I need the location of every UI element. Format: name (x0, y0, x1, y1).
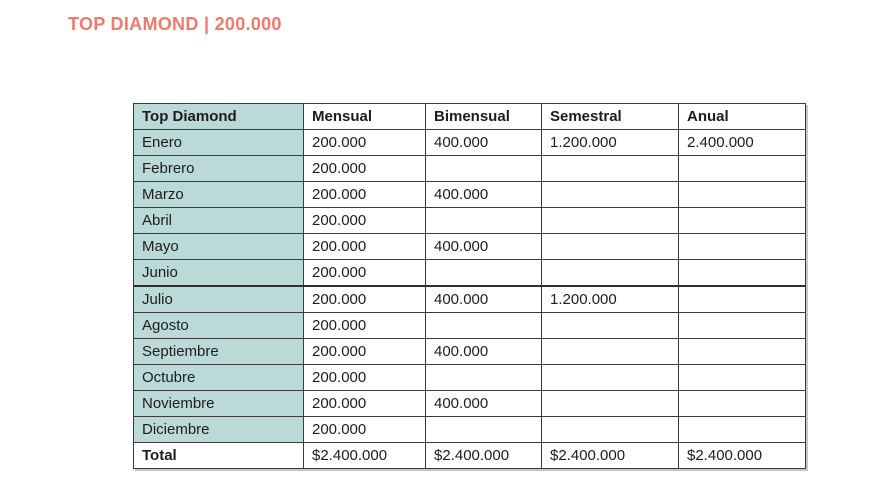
value-cell (541, 416, 679, 443)
row-label: Octubre (133, 364, 304, 391)
value-cell (541, 364, 679, 391)
value-cell: 1.200.000 (541, 129, 679, 156)
value-cell (678, 155, 806, 182)
table-row: Julio 200.000 400.000 1.200.000 (133, 285, 806, 313)
table-row: Marzo 200.000 400.000 (133, 181, 806, 208)
table-row: Enero 200.000 400.000 1.200.000 2.400.000 (133, 129, 806, 156)
value-cell (678, 285, 806, 313)
table-row: Mayo 200.000 400.000 (133, 233, 806, 260)
total-value-cell: $2.400.000 (678, 442, 806, 469)
value-cell: 400.000 (425, 129, 542, 156)
value-cell: 200.000 (303, 181, 426, 208)
column-header-top-diamond: Top Diamond (133, 103, 304, 130)
value-cell: 200.000 (303, 233, 426, 260)
value-cell: 400.000 (425, 338, 542, 365)
value-cell (541, 181, 679, 208)
value-cell (425, 312, 542, 339)
table-row: Diciembre 200.000 (133, 416, 806, 443)
value-cell: 400.000 (425, 181, 542, 208)
row-label: Marzo (133, 181, 304, 208)
value-cell: 200.000 (303, 312, 426, 339)
value-cell: 200.000 (303, 285, 426, 313)
table-total-row: Total $2.400.000 $2.400.000 $2.400.000 $2.40… (133, 442, 806, 469)
value-cell: 400.000 (425, 233, 542, 260)
column-header-mensual: Mensual (303, 103, 426, 130)
value-cell (678, 233, 806, 260)
row-label: Enero (133, 129, 304, 156)
row-label: Abril (133, 207, 304, 234)
value-cell: 200.000 (303, 259, 426, 287)
value-cell: 200.000 (303, 390, 426, 417)
row-label: Septiembre (133, 338, 304, 365)
value-cell: 200.000 (303, 416, 426, 443)
value-cell (678, 181, 806, 208)
value-cell (425, 259, 542, 287)
value-cell: 2.400.000 (678, 129, 806, 156)
value-cell (541, 233, 679, 260)
value-cell: 200.000 (303, 129, 426, 156)
row-label: Junio (133, 259, 304, 287)
row-label: Julio (133, 285, 304, 313)
table-header-row: Top Diamond Mensual Bimensual Semestral … (133, 103, 806, 130)
total-value-cell: $2.400.000 (425, 442, 542, 469)
row-label: Diciembre (133, 416, 304, 443)
table-row: Noviembre 200.000 400.000 (133, 390, 806, 417)
column-header-anual: Anual (678, 103, 806, 130)
value-cell: 200.000 (303, 155, 426, 182)
column-header-semestral: Semestral (541, 103, 679, 130)
value-cell (541, 155, 679, 182)
value-cell: 400.000 (425, 390, 542, 417)
total-label: Total (133, 442, 304, 469)
row-label: Mayo (133, 233, 304, 260)
value-cell (425, 364, 542, 391)
table-row: Agosto 200.000 (133, 312, 806, 339)
table-row: Junio 200.000 (133, 259, 806, 287)
table-row: Abril 200.000 (133, 207, 806, 234)
page-title: TOP DIAMOND | 200.000 (68, 14, 282, 34)
value-cell: 200.000 (303, 364, 426, 391)
value-cell: 200.000 (303, 207, 426, 234)
value-cell (541, 338, 679, 365)
value-cell (425, 416, 542, 443)
value-cell (678, 207, 806, 234)
total-value-cell: $2.400.000 (303, 442, 426, 469)
value-cell (678, 364, 806, 391)
value-cell (425, 207, 542, 234)
table-row: Febrero 200.000 (133, 155, 806, 182)
row-label: Febrero (133, 155, 304, 182)
value-cell: 400.000 (425, 285, 542, 313)
value-cell (678, 312, 806, 339)
row-label: Noviembre (133, 390, 304, 417)
column-header-bimensual: Bimensual (425, 103, 542, 130)
value-cell (541, 312, 679, 339)
value-cell: 200.000 (303, 338, 426, 365)
value-cell (541, 390, 679, 417)
value-cell (678, 390, 806, 417)
value-cell: 1.200.000 (541, 285, 679, 313)
value-cell (678, 338, 806, 365)
payment-schedule-table: Top Diamond Mensual Bimensual Semestral … (133, 103, 806, 469)
value-cell (541, 207, 679, 234)
value-cell (425, 155, 542, 182)
table-row: Septiembre 200.000 400.000 (133, 338, 806, 365)
value-cell (678, 259, 806, 287)
value-cell (678, 416, 806, 443)
value-cell (541, 259, 679, 287)
row-label: Agosto (133, 312, 304, 339)
total-value-cell: $2.400.000 (541, 442, 679, 469)
table-row: Octubre 200.000 (133, 364, 806, 391)
